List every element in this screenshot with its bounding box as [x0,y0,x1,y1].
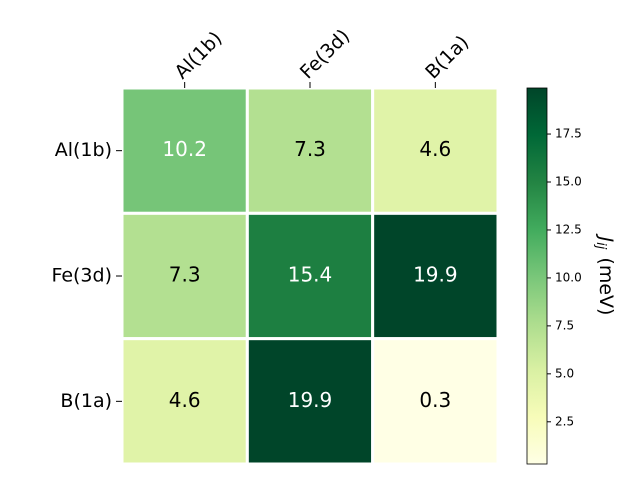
cell-label: 19.9 [288,388,333,412]
y-tick-label: Fe(3d) [51,265,112,287]
y-tick-label: Al(1b) [55,139,112,161]
cell-label: 7.3 [294,137,326,161]
colorbar [526,87,548,465]
cell-label: 15.4 [288,263,333,287]
x-tick-label: B(1a) [421,31,473,83]
heatmap-cell [245,86,375,215]
heatmap-cell [120,337,249,466]
y-tick-label: B(1a) [60,390,112,412]
x-tick-label: Al(1b) [171,27,227,83]
colorbar-tick-label: 5.0 [555,366,574,380]
colorbar-tick-label: 7.5 [555,318,574,332]
cell-label: 4.6 [169,388,201,412]
colorbar-tick-label: 10.0 [555,270,582,284]
cell-label: 10.2 [162,137,207,161]
cell-label: 4.6 [419,137,451,161]
colorbar-tick-label: 17.5 [555,127,582,141]
heatmap-cell [245,337,375,466]
colorbar-label-unit: (meV) [596,257,618,315]
colorbar-tick-label: 15.0 [555,175,582,189]
cell-label: 0.3 [419,388,451,412]
cell-label: 19.9 [413,263,458,287]
cell-label: 7.3 [169,263,201,287]
colorbar-label-sub: ij [594,242,609,250]
colorbar-label-main: J [596,233,618,243]
x-tick-label: Fe(3d) [296,25,354,83]
colorbar-label: Jij (meV) [594,233,618,316]
colorbar-tick-label: 2.5 [555,414,574,428]
colorbar-tick-label: 12.5 [555,222,582,236]
heatmap-cell [371,211,500,341]
heatmap-cell [371,337,500,466]
